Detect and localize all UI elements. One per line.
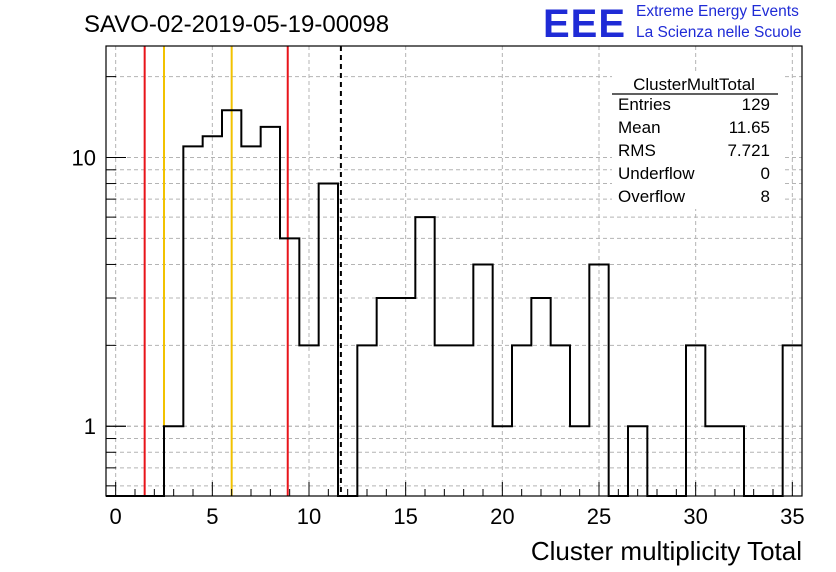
eee-logo-mark: EEE bbox=[543, 2, 627, 46]
x-tick-label: 35 bbox=[780, 504, 804, 529]
x-tick-label: 10 bbox=[297, 504, 321, 529]
stats-label: Mean bbox=[618, 118, 661, 137]
stats-label: Underflow bbox=[618, 164, 695, 183]
x-axis-label: Cluster multiplicity Total bbox=[531, 536, 802, 566]
plot-frame bbox=[105, 45, 803, 497]
logo-line-1: Extreme Energy Events bbox=[636, 3, 799, 20]
stats-value: 0 bbox=[761, 164, 770, 183]
grid bbox=[106, 46, 802, 496]
x-tick-label: 25 bbox=[587, 504, 611, 529]
y-tick-labels: 1 10 bbox=[72, 146, 96, 440]
x-tick-label: 30 bbox=[683, 504, 707, 529]
stats-value: 8 bbox=[761, 187, 770, 206]
x-tick-label: 15 bbox=[393, 504, 417, 529]
marker-lines bbox=[143, 46, 342, 496]
stats-label: Overflow bbox=[618, 187, 686, 206]
stats-title: ClusterMultTotal bbox=[633, 75, 755, 94]
stats-value: 7.721 bbox=[727, 141, 770, 160]
stats-value: 11.65 bbox=[729, 118, 770, 137]
y-tick-label: 1 bbox=[84, 414, 96, 439]
x-tick-labels: 0 5 10 15 20 25 30 35 bbox=[110, 504, 805, 529]
stats-label: Entries bbox=[618, 95, 671, 114]
stats-value: 129 bbox=[742, 95, 770, 114]
y-tick-label: 10 bbox=[72, 146, 96, 171]
axis-ticks bbox=[106, 76, 793, 496]
logo-line-2: La Scienza nelle Scuole bbox=[636, 24, 802, 41]
x-tick-label: 20 bbox=[490, 504, 514, 529]
x-tick-label: 5 bbox=[206, 504, 218, 529]
stats-box: ClusterMultTotal Entries 129 Mean 11.65 RMS 7… bbox=[612, 73, 782, 209]
chart-title: SAVO-02-2019-05-19-00098 bbox=[84, 11, 389, 38]
x-tick-label: 0 bbox=[110, 504, 122, 529]
stats-label: RMS bbox=[618, 141, 656, 160]
